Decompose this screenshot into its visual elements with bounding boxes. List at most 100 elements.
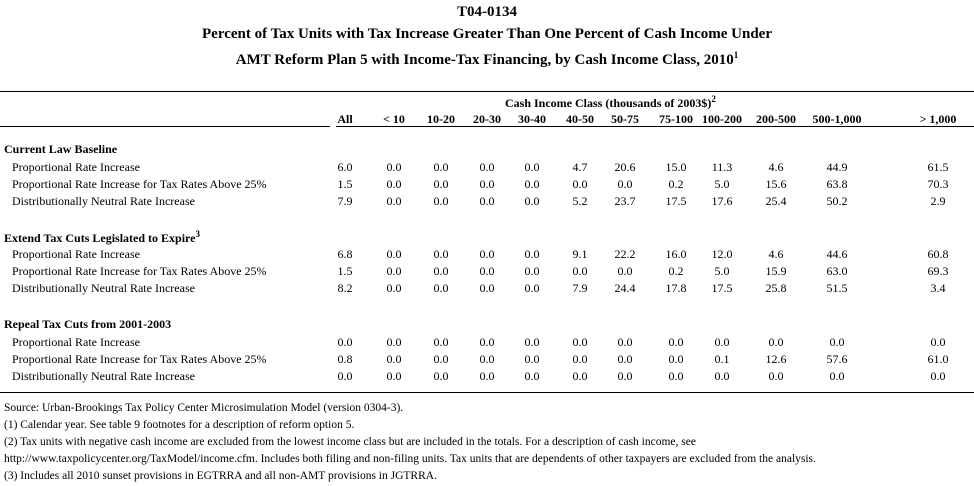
table-cell: 0.0	[829, 369, 845, 383]
row-label: Proportional Rate Increase	[12, 160, 140, 174]
table-cell: 0.0	[386, 160, 402, 174]
group-header-footnote: 2	[711, 94, 716, 104]
table-cell: 0.0	[433, 369, 449, 383]
top-rule	[0, 91, 974, 92]
table-cell: 0.0	[386, 281, 402, 295]
table-cell: 17.6	[711, 194, 733, 208]
table-cell: 0.0	[617, 352, 633, 366]
table-cell: 0.0	[433, 264, 449, 278]
table-cell: 57.6	[826, 352, 848, 366]
table-cell: 0.0	[572, 352, 588, 366]
row-label: Distributionally Neutral Rate Increase	[12, 194, 195, 208]
section-footnote-marker: 3	[195, 229, 200, 239]
table-cell: 12.0	[711, 247, 733, 261]
table-cell: 7.9	[337, 194, 353, 208]
table-cell: 0.0	[386, 369, 402, 383]
table-cell: 0.0	[714, 369, 730, 383]
column-header: 75-100	[659, 112, 693, 126]
table-cell: 6.8	[337, 247, 353, 261]
column-header: 30-40	[518, 112, 546, 126]
table-cell: 0.0	[524, 264, 540, 278]
table-cell: 4.6	[768, 247, 784, 261]
table-cell: 25.8	[765, 281, 787, 295]
table-cell: 15.6	[765, 177, 787, 191]
column-header: 20-30	[473, 112, 501, 126]
table-cell: 0.0	[524, 177, 540, 191]
table-cell: 24.4	[614, 281, 636, 295]
table-cell: 0.0	[337, 335, 353, 349]
group-header-text: Cash Income Class (thousands of 2003$)	[505, 96, 712, 110]
table-cell: 0.0	[524, 352, 540, 366]
row-label: Distributionally Neutral Rate Increase	[12, 281, 195, 295]
table-cell: 17.5	[665, 194, 687, 208]
table-cell: 63.8	[826, 177, 848, 191]
row-label: Distributionally Neutral Rate Increase	[12, 369, 195, 383]
table-cell: 11.3	[711, 160, 733, 174]
table-cell: 0.0	[524, 160, 540, 174]
table-cell: 2.9	[930, 194, 946, 208]
table-cell: 0.1	[714, 352, 730, 366]
footnote: http://www.taxpolicycenter.org/TaxModel/…	[4, 453, 816, 465]
table-cell: 0.0	[479, 160, 495, 174]
table-cell: 0.0	[337, 369, 353, 383]
table-cell: 22.2	[614, 247, 636, 261]
column-header: 50-75	[611, 112, 639, 126]
table-cell: 63.0	[826, 264, 848, 278]
table-cell: 0.0	[479, 369, 495, 383]
row-label: Proportional Rate Increase for Tax Rates…	[12, 177, 267, 191]
table-cell: 0.0	[617, 335, 633, 349]
table-cell: 0.0	[572, 177, 588, 191]
table-cell: 0.0	[714, 335, 730, 349]
table-cell: 0.0	[572, 369, 588, 383]
table-cell: 8.2	[337, 281, 353, 295]
table-cell: 0.0	[433, 160, 449, 174]
column-header: > 1,000	[919, 112, 957, 126]
table-cell: 60.8	[927, 247, 949, 261]
row-label: Proportional Rate Increase for Tax Rates…	[12, 264, 267, 278]
table-cell: 0.0	[524, 247, 540, 261]
table-cell: 16.0	[665, 247, 687, 261]
table-cell: 25.4	[765, 194, 787, 208]
table-cell: 0.0	[479, 352, 495, 366]
table-cell: 0.0	[433, 194, 449, 208]
table-cell: 0.0	[479, 247, 495, 261]
section-title-text: Extend Tax Cuts Legislated to Expire	[4, 231, 196, 245]
table-cell: 0.0	[829, 335, 845, 349]
table-cell: 0.0	[479, 264, 495, 278]
table-cell: 23.7	[614, 194, 636, 208]
table-cell: 0.0	[433, 281, 449, 295]
table-cell: 4.7	[572, 160, 588, 174]
table-cell: 0.0	[572, 335, 588, 349]
table-cell: 0.0	[524, 281, 540, 295]
table-cell: 61.0	[927, 352, 949, 366]
header-rule-left	[0, 126, 330, 127]
row-label: Proportional Rate Increase	[12, 335, 140, 349]
table-cell: 5.2	[572, 194, 588, 208]
column-header: 40-50	[566, 112, 594, 126]
table-cell: 4.6	[768, 160, 784, 174]
footnote: (2) Tax units with negative cash income …	[4, 436, 696, 448]
table-cell: 20.6	[614, 160, 636, 174]
footnote: Source: Urban-Brookings Tax Policy Cente…	[4, 402, 404, 414]
row-label: Proportional Rate Increase	[12, 247, 140, 261]
table-cell: 1.5	[337, 264, 353, 278]
table-cell: 0.0	[479, 281, 495, 295]
table-cell: 0.0	[617, 177, 633, 191]
table-cell: 0.0	[386, 352, 402, 366]
table-cell: 0.0	[479, 335, 495, 349]
table-cell: 9.1	[572, 247, 588, 261]
table-cell: 0.0	[386, 247, 402, 261]
table-cell: 0.0	[572, 264, 588, 278]
section-title: Repeal Tax Cuts from 2001-2003	[4, 317, 171, 332]
footnote: (1) Calendar year. See table 9 footnotes…	[4, 419, 355, 431]
table-cell: 0.0	[433, 335, 449, 349]
table-cell: 0.0	[433, 247, 449, 261]
table-cell: 0.2	[668, 177, 684, 191]
table-cell: 17.5	[711, 281, 733, 295]
table-cell: 51.5	[826, 281, 848, 295]
table-cell: 69.3	[927, 264, 949, 278]
table-cell: 0.0	[617, 369, 633, 383]
table-cell: 0.2	[668, 264, 684, 278]
table-cell: 0.0	[668, 352, 684, 366]
table-title-line1: Percent of Tax Units with Tax Increase G…	[202, 26, 772, 42]
